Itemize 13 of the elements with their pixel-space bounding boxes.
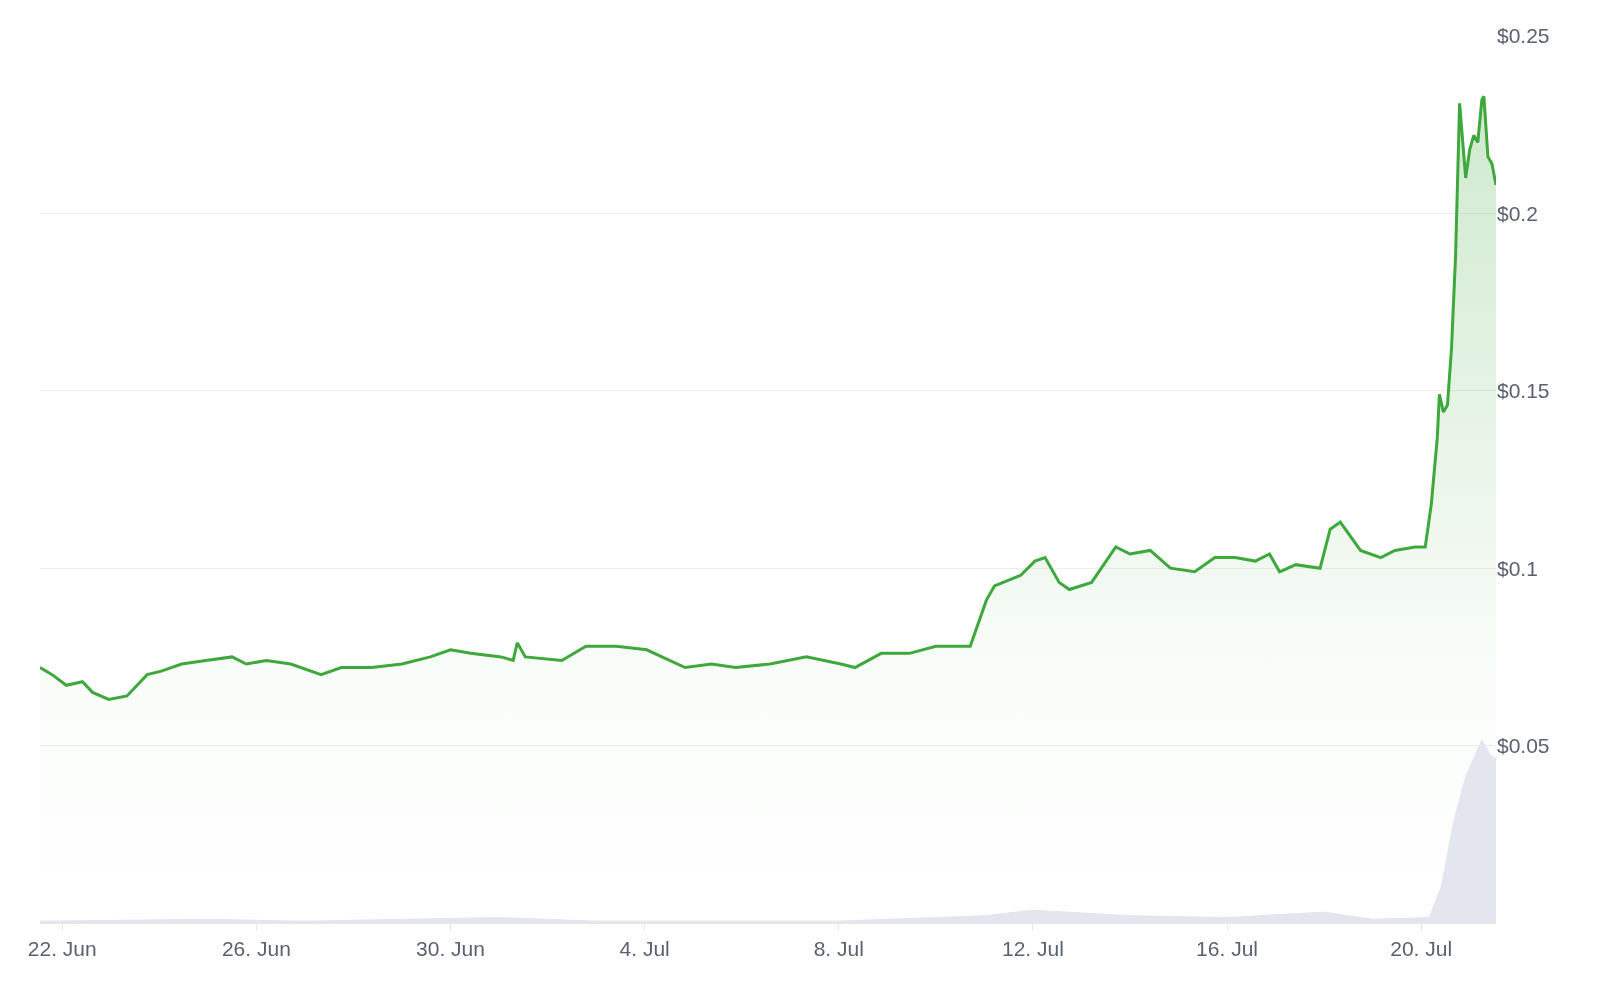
- y-tick-label: $0.1: [1497, 556, 1538, 580]
- y-tick-label: $0.25: [1497, 24, 1550, 48]
- x-tick-label: 4. Jul: [619, 937, 670, 961]
- x-tick-label: 12. Jul: [1001, 937, 1064, 961]
- x-tick-label: 16. Jul: [1196, 937, 1258, 961]
- x-tick-label: 22. Jun: [27, 937, 97, 961]
- y-tick-label: $0.15: [1497, 379, 1550, 403]
- y-tick-label: $0.2: [1497, 201, 1538, 225]
- x-tick-label: 20. Jul: [1390, 937, 1453, 961]
- y-tick-label: $0.05: [1497, 733, 1550, 757]
- x-tick-label: 26. Jun: [221, 937, 291, 961]
- x-tick-label: 30. Jun: [416, 937, 485, 961]
- x-tick-label: 8. Jul: [813, 937, 864, 961]
